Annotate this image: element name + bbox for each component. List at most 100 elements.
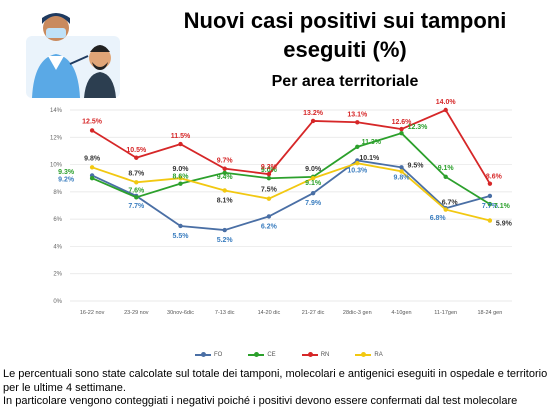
y-tick-label: 8% <box>53 190 62 196</box>
legend-label: FO <box>214 352 223 358</box>
y-tick-label: 10% <box>50 163 63 169</box>
data-label-FO: 6.8% <box>430 215 447 222</box>
point-FO <box>399 165 404 170</box>
footnote-line-1: Le percentuali sono state calcolate sul … <box>3 368 548 394</box>
data-label-FO: 10.3% <box>347 167 368 174</box>
point-RN <box>178 141 183 147</box>
data-label-RA: 9.0% <box>305 166 322 173</box>
point-RN <box>487 181 493 186</box>
legend-swatch <box>355 352 372 357</box>
point-RN <box>222 166 227 171</box>
page-subtitle: Per area territoriale <box>271 73 419 90</box>
point-RA <box>399 169 404 174</box>
series-line-FO <box>91 159 491 231</box>
x-tick-label: 7-13 dic <box>215 310 235 316</box>
line-chart: 0% 2% 4% 6% 8% 10% 12% 14% 16-22 nov 23-29 nov 30… <box>50 99 513 316</box>
legend-swatch <box>301 352 318 357</box>
footnotes: Le percentuali sono state calcolate sul … <box>3 368 559 409</box>
series-line-RN <box>91 108 491 185</box>
legend-item-fo: FO <box>195 352 222 358</box>
legend-label: CE <box>267 352 276 358</box>
data-label-RA: 5.9% <box>496 221 513 228</box>
data-label-RA: 8.7% <box>128 170 145 177</box>
point-RN <box>443 107 448 113</box>
y-tick-label: 12% <box>50 135 63 141</box>
data-label-RA: 8.1% <box>217 197 234 204</box>
point-RN <box>266 171 272 177</box>
data-label-FO: 7.9% <box>305 200 322 207</box>
data-label-RA: 9.0% <box>173 166 190 173</box>
data-label-RA: 10.1% <box>359 155 380 162</box>
legend-swatch <box>248 352 265 357</box>
data-label-RA: 9.8% <box>84 155 101 162</box>
x-tick-label: 30nov-6dic <box>167 310 194 316</box>
point-RA <box>443 207 448 212</box>
point-FO <box>266 214 272 219</box>
data-label-CE: 12.3% <box>408 124 429 131</box>
point-FO <box>178 223 183 229</box>
point-CE <box>399 130 404 136</box>
series-layer <box>89 107 493 233</box>
point-FO <box>310 191 316 196</box>
data-label-CE: 11.3% <box>362 139 382 146</box>
point-RN <box>399 126 404 132</box>
x-tick-label: 11-17gen <box>434 310 457 316</box>
x-axis-ticks: 16-22 nov 23-29 nov 30nov-6dic 7-13 dic 14-2… <box>80 310 502 316</box>
data-label-RN: 13.1% <box>347 111 368 118</box>
point-RA <box>266 196 272 201</box>
y-tick-label: 0% <box>53 299 62 305</box>
x-tick-label: 16-22 nov <box>80 310 105 316</box>
y-tick-label: 6% <box>53 217 62 223</box>
page-title: Nuovi casi positivi sui tamponi eseguiti… <box>183 8 507 62</box>
data-label-CE: 9.1% <box>305 180 322 187</box>
point-CE <box>443 174 448 180</box>
data-label-FO: 5.2% <box>217 237 234 244</box>
data-label-CE: 7.1% <box>494 203 511 210</box>
series-line-RA <box>91 162 491 222</box>
data-label-RN: 14.0% <box>436 99 457 106</box>
data-label-CE: 8.6% <box>173 174 190 181</box>
x-tick-label: 28dic-3 gen <box>343 310 372 316</box>
data-label-FO: 7.7% <box>482 203 499 210</box>
point-CE <box>487 201 493 207</box>
y-tick-label: 2% <box>53 272 62 278</box>
data-label-FO: 6.2% <box>261 223 278 230</box>
data-label-CE: 9.0% <box>261 167 278 174</box>
point-RN <box>355 120 360 125</box>
point-RA <box>222 188 227 193</box>
point-FO <box>222 227 227 233</box>
data-label-RN: 11.5% <box>171 133 191 140</box>
point-CE <box>89 176 95 181</box>
x-tick-label: 4-10gen <box>391 310 411 316</box>
data-label-CE: 9.1% <box>438 165 455 172</box>
point-RN <box>310 118 316 124</box>
data-label-RN: 9.3% <box>261 164 278 171</box>
x-tick-label: 21-27 dic <box>302 310 325 316</box>
data-label-RN: 8.6% <box>486 174 503 181</box>
y-tick-label: 14% <box>50 108 63 114</box>
x-tick-label: 18-24 gen <box>478 310 503 316</box>
chart-legend: FO CE RN RA <box>195 352 383 358</box>
data-label-RN: 10.5% <box>126 147 147 154</box>
data-label-CE: 9.4% <box>217 174 234 181</box>
point-RN <box>89 128 95 133</box>
legend-label: RA <box>374 352 383 358</box>
point-RA <box>89 165 95 170</box>
data-label-FO: 9.2% <box>58 176 75 183</box>
data-label-RN: 13.2% <box>303 110 324 117</box>
data-label-RA: 9.5% <box>408 162 425 169</box>
footnote-line-2: In particolare vengono conteggiati i neg… <box>3 395 518 407</box>
point-CE <box>266 176 272 181</box>
legend-item-rn: RN <box>301 352 329 358</box>
point-CE <box>222 170 227 175</box>
legend-item-ce: CE <box>248 352 276 358</box>
x-tick-label: 23-29 nov <box>124 310 149 316</box>
data-label-FO: 5.5% <box>173 233 190 240</box>
point-RA <box>134 180 139 185</box>
data-labels: 9.2% 7.7% 5.5% 5.2% 6.2% 7.9% 10.3% 9.8% 6.8% 7.7… <box>58 99 513 244</box>
point-RA <box>178 176 183 181</box>
x-tick-label: 14-20 dic <box>258 310 281 316</box>
point-CE <box>178 181 183 186</box>
data-label-RN: 12.5% <box>82 118 103 125</box>
point-CE <box>134 195 139 200</box>
